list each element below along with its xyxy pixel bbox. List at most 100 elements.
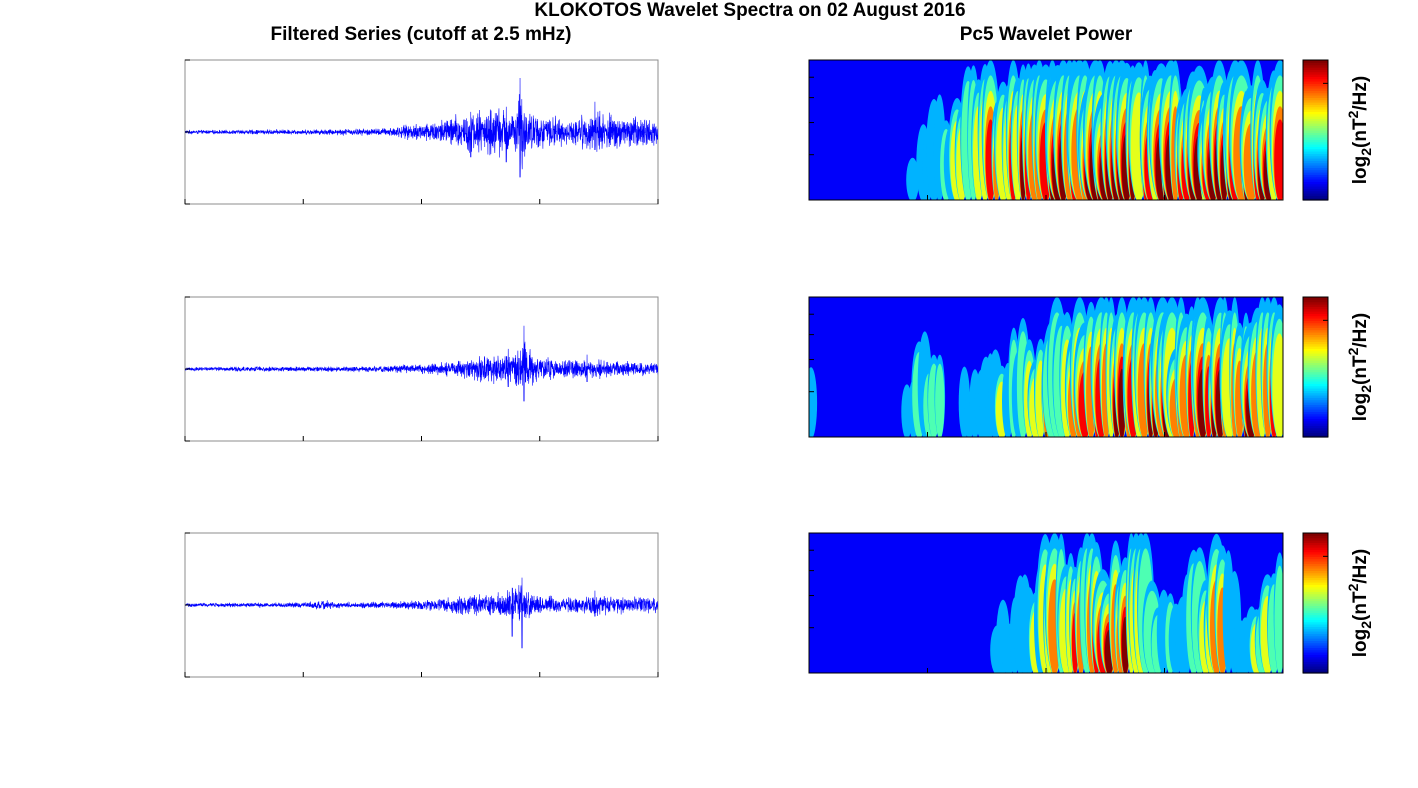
series-line-x — [185, 77, 658, 178]
colorbar-swatch — [1303, 635, 1328, 639]
colorbar-swatch — [1303, 151, 1328, 154]
colorbar-swatch — [1303, 668, 1328, 672]
colorbar-swatch — [1303, 327, 1328, 331]
colorbar-swatch — [1303, 118, 1328, 122]
colorbar-swatch — [1303, 188, 1328, 192]
colorbar-swatch — [1303, 130, 1328, 133]
colorbar-swatch — [1303, 654, 1328, 658]
colorbar-swatch — [1303, 308, 1328, 312]
colorbar-swatch — [1303, 123, 1328, 126]
colorbar-frame — [1302, 532, 1329, 674]
power-blob — [935, 363, 945, 437]
colorbar-swatch — [1303, 318, 1328, 321]
power-blob — [1272, 333, 1283, 437]
colorbar-swatch — [1303, 584, 1328, 588]
colorbar-swatch — [1303, 383, 1328, 387]
colorbar-swatch — [1303, 357, 1328, 361]
colorbar-swatch — [1303, 624, 1328, 627]
colorbar-swatch — [1303, 392, 1328, 396]
colorbar-swatch — [1303, 169, 1328, 173]
colorbar-swatch — [1303, 336, 1328, 340]
colorbar-swatch — [1303, 369, 1328, 373]
colorbar-swatch — [1303, 160, 1328, 164]
colorbar-swatch — [1303, 586, 1328, 590]
colorbar-swatch — [1303, 612, 1328, 616]
colorbar-swatch — [1303, 638, 1328, 641]
colorbar-label: log2(nT2/Hz) — [1345, 76, 1374, 184]
colorbar-swatch — [1303, 339, 1328, 342]
colorbar-swatch — [1303, 652, 1328, 655]
colorbar-swatch — [1303, 148, 1328, 152]
colorbar-swatch — [1303, 195, 1328, 199]
colorbar-swatch — [1303, 104, 1328, 108]
colorbar-swatch — [1303, 409, 1328, 412]
plot-frame — [808, 532, 1284, 674]
colorbar-swatch — [1303, 190, 1328, 194]
colorbar-swatch — [1303, 362, 1328, 366]
colorbar-swatch — [1303, 404, 1328, 408]
colorbar-swatch — [1303, 647, 1328, 651]
colorbar-swatch — [1303, 633, 1328, 637]
colorbar-swatch — [1303, 88, 1328, 91]
colorbar-swatch — [1303, 418, 1328, 422]
colorbar-swatch — [1303, 186, 1328, 189]
colorbar-swatch — [1303, 661, 1328, 665]
colorbar-swatch — [1303, 549, 1328, 553]
colorbar-label: log2(nT2/Hz) — [1345, 549, 1374, 657]
colorbar-swatch — [1303, 158, 1328, 161]
colorbar-swatch — [1303, 579, 1328, 583]
colorbar-swatch — [1303, 544, 1328, 548]
colorbar-swatch — [1303, 376, 1328, 380]
plot-frame — [808, 59, 1284, 201]
colorbar-swatch — [1303, 413, 1328, 417]
colorbar-swatch — [1303, 341, 1328, 345]
colorbar: log2(nT2/Hz) — [1302, 296, 1374, 438]
colorbar-swatch — [1303, 364, 1328, 368]
colorbar-swatch — [1303, 568, 1328, 571]
colorbar-swatch — [1303, 332, 1328, 335]
colorbar-swatch — [1303, 137, 1328, 140]
colorbar-swatch — [1303, 322, 1328, 326]
timeseries-panel-y — [184, 296, 659, 442]
colorbar-swatch — [1303, 343, 1328, 347]
colorbar-swatch — [1303, 427, 1328, 431]
colorbar-swatch — [1303, 596, 1328, 599]
colorbar-swatch — [1303, 67, 1328, 70]
panels: log2(nT2/Hz) log2(nT2/Hz) log2(nT2/Hz) — [184, 59, 1374, 678]
colorbar-swatch — [1303, 334, 1328, 338]
colorbar-swatch — [1303, 193, 1328, 196]
colorbar-swatch — [1303, 304, 1328, 307]
colorbar-swatch — [1303, 90, 1328, 94]
colorbar-swatch — [1303, 554, 1328, 557]
colorbar-swatch — [1303, 313, 1328, 317]
colorbar-swatch — [1303, 181, 1328, 185]
colorbar-swatch — [1303, 570, 1328, 574]
colorbar-swatch — [1303, 311, 1328, 314]
colorbar-swatch — [1303, 388, 1328, 391]
timeseries-panel-x — [184, 59, 659, 205]
colorbar-swatch — [1303, 614, 1328, 618]
colorbar-swatch — [1303, 605, 1328, 609]
colorbar-swatch — [1303, 297, 1328, 300]
colorbar-swatch — [1303, 542, 1328, 546]
colorbar-swatch — [1303, 113, 1328, 117]
colorbar-swatch — [1303, 106, 1328, 110]
colorbar-swatch — [1303, 346, 1328, 349]
colorbar-swatch — [1303, 355, 1328, 359]
colorbar-swatch — [1303, 582, 1328, 585]
colorbar-swatch — [1303, 577, 1328, 581]
colorbar-swatch — [1303, 589, 1328, 592]
colorbar-swatch — [1303, 666, 1328, 669]
wavelet-panel-y: log2(nT2/Hz) — [808, 296, 1374, 438]
colorbar-swatch — [1303, 371, 1328, 375]
plot-frame — [808, 296, 1284, 438]
wavelet-panel-z: log2(nT2/Hz) — [808, 532, 1374, 674]
colorbar-swatch — [1303, 535, 1328, 539]
colorbar-swatch — [1303, 176, 1328, 180]
colorbar-swatch — [1303, 132, 1328, 136]
colorbar-swatch — [1303, 378, 1328, 382]
colorbar-swatch — [1303, 155, 1328, 159]
colorbar-swatch — [1303, 83, 1328, 87]
colorbar-swatch — [1303, 390, 1328, 394]
left-column-title: Filtered Series (cutoff at 2.5 mHz) — [271, 24, 572, 45]
